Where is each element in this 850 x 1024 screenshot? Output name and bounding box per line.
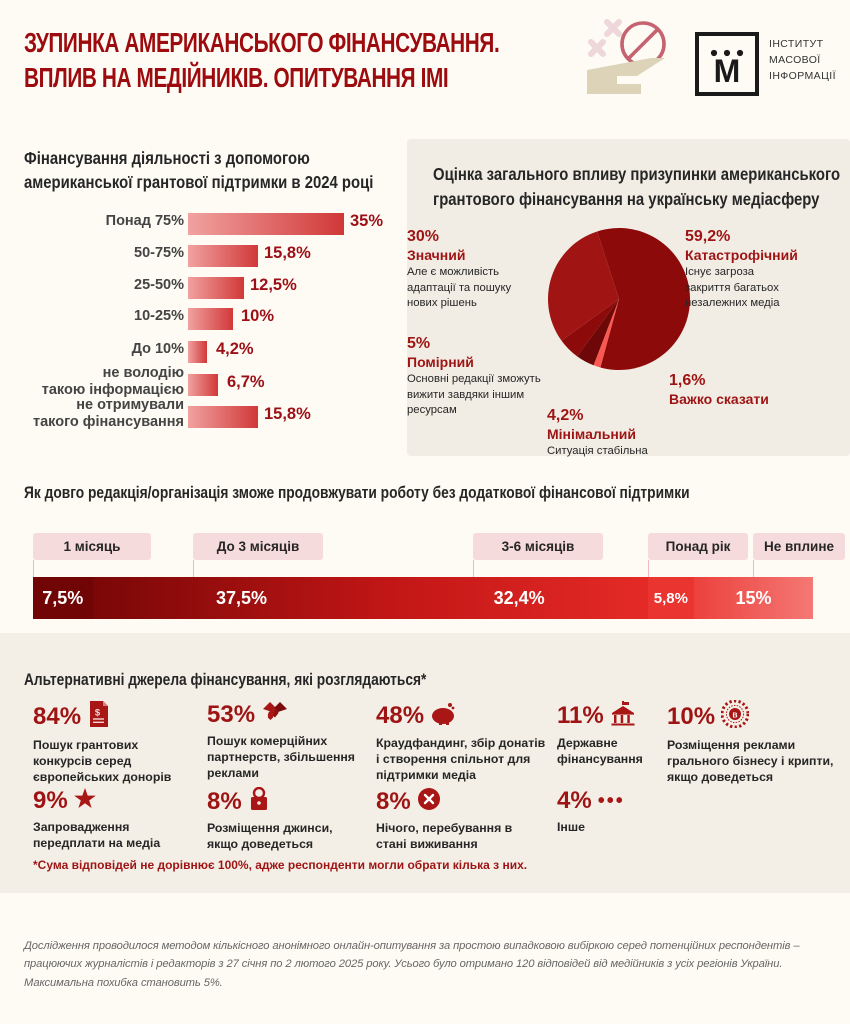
svg-text:M: M [714, 53, 741, 89]
svg-text:B: B [733, 712, 738, 719]
svg-text:$: $ [95, 708, 101, 719]
